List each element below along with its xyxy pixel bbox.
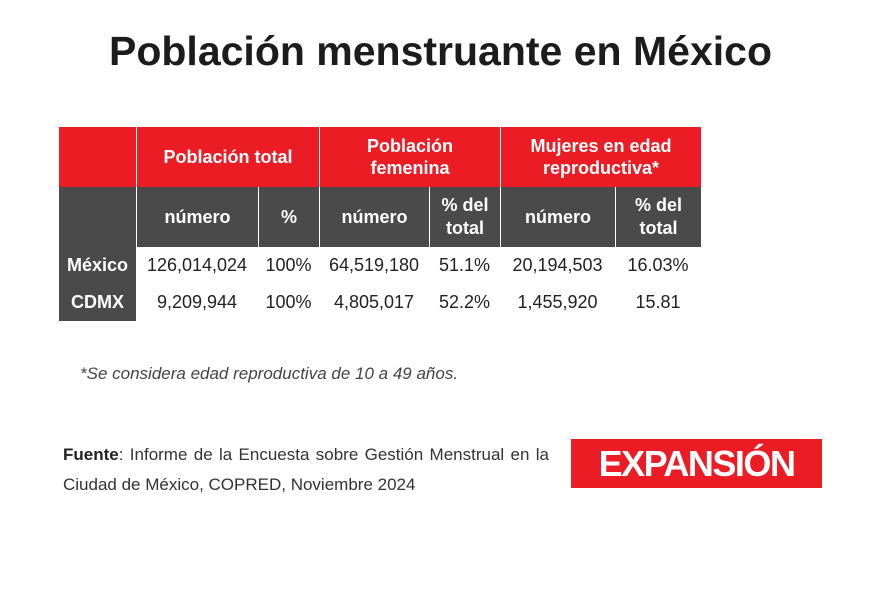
sub-header-numero-reproductiva: número [500, 187, 615, 247]
cell-value: 126,014,024 [146, 255, 248, 275]
cell-value: 100% [265, 255, 312, 275]
footnote: *Se considera edad reproductiva de 10 a … [80, 364, 459, 383]
cell-value: 20,194,503 [512, 255, 603, 275]
table-row: CDMX 9,209,944 100% 4,805,017 52.2% 1,45… [59, 284, 701, 321]
cell-value: 16.03% [627, 255, 689, 275]
sub-header-pct-reproductiva: % del total [615, 187, 701, 247]
group-header-mujeres-reproductiva-label: Mujeres en edad reproductiva* [530, 136, 672, 178]
source-label: Fuente [63, 445, 119, 464]
cell-value: 100% [265, 292, 312, 312]
sub-header-numero-total: número [136, 187, 258, 247]
cell-value: 52.2% [438, 292, 491, 312]
logo-wordmark: EXPANSIÓN [598, 443, 796, 484]
corner-cell-dark [59, 187, 136, 247]
sub-header-pct-femenina: % del total [429, 187, 500, 247]
group-header-poblacion-femenina: Población femenina [319, 127, 500, 187]
sub-header-row: número % número % del total número % del… [59, 187, 701, 247]
sub-header-pct-total: % [258, 187, 319, 247]
corner-cell [59, 127, 136, 187]
table-row: México 126,014,024 100% 64,519,180 51.1%… [59, 247, 701, 284]
group-header-mujeres-reproductiva: Mujeres en edad reproductiva* [500, 127, 701, 187]
sub-header-pct-femenina-label: % del total [441, 195, 489, 238]
cell-value: 4,805,017 [333, 292, 415, 312]
row-label-cdmx: CDMX [59, 284, 136, 321]
source-text: : Informe de la Encuesta sobre Gestión M… [63, 445, 549, 494]
group-header-poblacion-femenina-label: Población femenina [366, 136, 453, 178]
cell-value: 15.81 [635, 292, 681, 312]
cell-value: 64,519,180 [328, 255, 420, 275]
cell-value: 1,455,920 [517, 292, 598, 312]
row-label-mexico: México [59, 247, 136, 284]
page-title: Población menstruante en México [109, 28, 772, 74]
cell-value: 51.1% [438, 255, 491, 275]
group-header-row: Población total Población femenina Mujer… [59, 127, 701, 187]
cell-value: 9,209,944 [156, 292, 238, 312]
population-table: Población total Población femenina Mujer… [59, 127, 701, 321]
expansion-logo: EXPANSIÓN [571, 439, 822, 488]
source-citation: Fuente: Informe de la Encuesta sobre Ges… [63, 440, 549, 500]
sub-header-numero-femenina: número [319, 187, 429, 247]
group-header-poblacion-total: Población total [136, 127, 319, 187]
sub-header-pct-reproductiva-label: % del total [634, 195, 682, 238]
